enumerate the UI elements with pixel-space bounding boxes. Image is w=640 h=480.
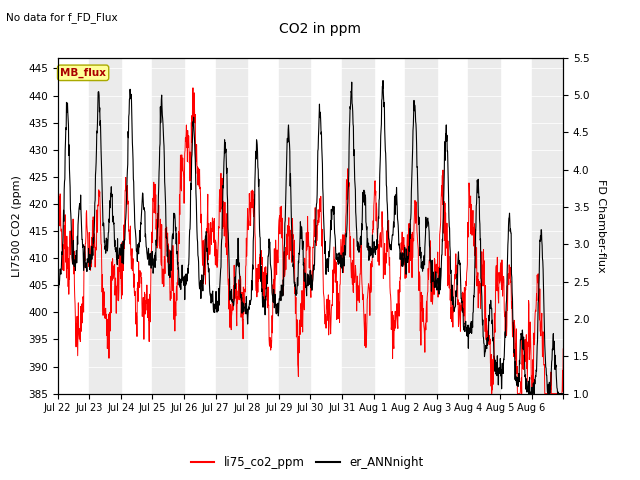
Text: CO2 in ppm: CO2 in ppm [279, 22, 361, 36]
Bar [279, 58, 310, 394]
Text: MB_flux: MB_flux [60, 68, 106, 78]
Y-axis label: FD Chamber-flux: FD Chamber-flux [596, 179, 606, 273]
Bar [89, 58, 121, 394]
Text: No data for f_FD_Flux: No data for f_FD_Flux [6, 12, 118, 23]
Y-axis label: LI7500 CO2 (ppm): LI7500 CO2 (ppm) [12, 175, 22, 276]
Legend: li75_co2_ppm, er_ANNnight: li75_co2_ppm, er_ANNnight [186, 452, 428, 474]
Bar [152, 58, 184, 394]
Bar [532, 58, 563, 394]
Bar [405, 58, 437, 394]
Bar [468, 58, 500, 394]
Bar [342, 58, 374, 394]
Bar [216, 58, 247, 394]
